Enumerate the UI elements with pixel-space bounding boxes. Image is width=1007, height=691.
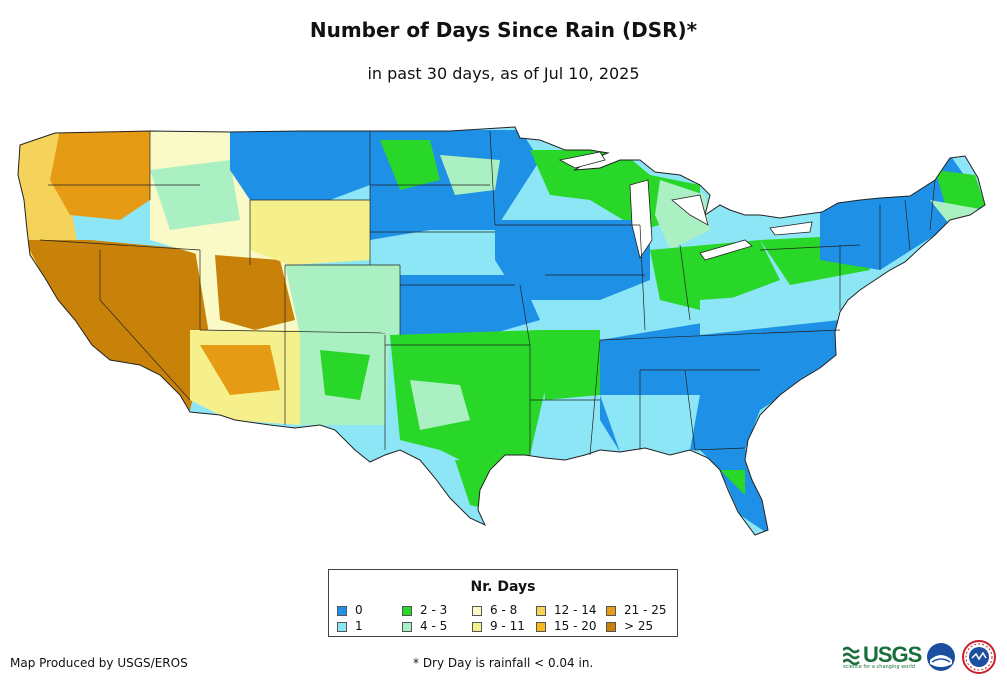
legend-item: 6 - 8	[472, 603, 517, 617]
usgs-wave-icon	[843, 646, 860, 666]
usgs-tagline: science for a changing world	[843, 664, 915, 670]
legend-label: 9 - 11	[490, 619, 525, 633]
legend-swatch	[402, 605, 412, 616]
state-borders	[39, 130, 936, 456]
legend-label: 15 - 20	[554, 619, 597, 633]
legend-title: Nr. Days	[470, 579, 536, 595]
legend-label: > 25	[624, 619, 654, 633]
legend-label: 21 - 25	[624, 603, 667, 617]
legend-item: 9 - 11	[472, 619, 525, 633]
legend-item: > 25	[606, 619, 653, 633]
legend-label: 2 - 3	[420, 603, 448, 617]
legend-label: 6 - 8	[490, 603, 518, 617]
legend-label: 0	[355, 603, 363, 617]
legend-item: 2 - 3	[402, 603, 447, 617]
legend-label: 4 - 5	[420, 619, 448, 633]
legend: Nr. Days 0 1 2 - 3 4 - 5 6 - 8 9 - 11 12 - 14 1…	[328, 569, 678, 637]
credit-text: Map Produced by USGS/EROS	[10, 656, 188, 670]
legend-item: 15 - 20	[536, 619, 597, 633]
map-subtitle: in past 30 days, as of Jul 10, 2025	[367, 64, 640, 83]
legend-item: 1	[337, 619, 363, 633]
usgs-logo: USGS science for a changing world	[843, 642, 923, 670]
legend-swatch	[606, 605, 616, 616]
legend-swatch	[472, 605, 482, 616]
legend-swatch	[606, 621, 616, 632]
dry-day-footnote: * Dry Day is rainfall < 0.04 in.	[413, 656, 594, 670]
legend-item: 0	[337, 603, 363, 617]
legend-swatch	[536, 621, 546, 632]
legend-swatch	[337, 605, 347, 616]
legend-swatch	[402, 621, 412, 632]
map-title: Number of Days Since Rain (DSR)*	[309, 18, 698, 42]
legend-item: 4 - 5	[402, 619, 447, 633]
noaa-logo-icon	[927, 643, 955, 671]
legend-swatch	[337, 621, 347, 632]
legend-label: 1	[355, 619, 363, 633]
us-dsr-map	[17, 126, 986, 536]
dsr-raster	[18, 127, 985, 535]
legend-item: 21 - 25	[606, 603, 667, 617]
legend-swatch	[536, 605, 546, 616]
legend-item: 12 - 14	[536, 603, 597, 617]
legend-swatch	[472, 621, 482, 632]
usgs-wordmark: USGS	[863, 642, 922, 667]
legend-label: 12 - 14	[554, 603, 597, 617]
nws-logo-icon	[962, 640, 996, 674]
